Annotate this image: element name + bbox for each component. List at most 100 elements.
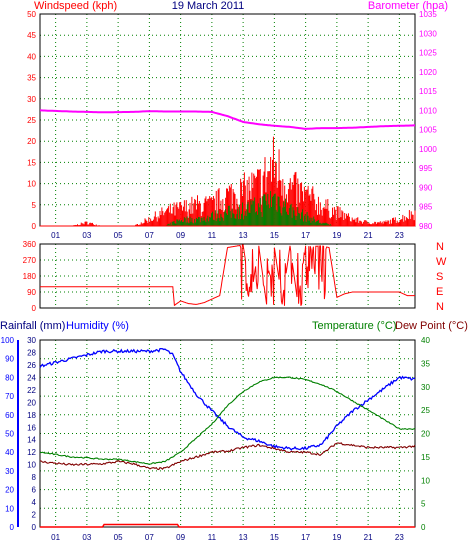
humidity-tick-label: 20 — [5, 486, 14, 495]
direction-tick-label: 360 — [23, 240, 37, 249]
barometer-tick-label: 1020 — [419, 68, 437, 77]
dewpoint-line — [39, 442, 416, 471]
humidity-tick-label: 100 — [1, 336, 15, 345]
rainfall-tick-label: 10 — [27, 461, 36, 470]
x-tick-label: 19 — [332, 533, 341, 542]
x-tick-label: 09 — [176, 533, 185, 542]
rainfall-tick-label: 26 — [27, 361, 36, 370]
rainfall-tick-label: 18 — [27, 411, 36, 420]
temperature-axis-label: Temperature (°C) — [312, 320, 396, 332]
x-tick-label: 05 — [114, 533, 123, 542]
windspeed-tick-label: 45 — [27, 31, 36, 40]
rainfall-tick-label: 8 — [32, 473, 37, 482]
x-tick-label: 23 — [395, 533, 404, 542]
x-tick-label: 03 — [82, 231, 91, 240]
x-tick-label: 11 — [208, 533, 217, 542]
rainfall-axis-label: Rainfall (mm) — [0, 320, 65, 332]
barometer-tick-label: 980 — [419, 222, 433, 231]
temperature-tick-label: 20 — [421, 430, 430, 439]
plot-frame — [39, 243, 416, 309]
windspeed-tick-label: 0 — [32, 222, 37, 231]
compass-label: N — [436, 301, 444, 313]
humidity-tick-label: 60 — [5, 411, 14, 420]
x-tick-label: 13 — [239, 533, 248, 542]
temperature-tick-label: 35 — [421, 359, 430, 368]
rainfall-tick-label: 2 — [32, 511, 37, 520]
windspeed-tick-label: 50 — [27, 10, 36, 19]
rainfall-tick-label: 30 — [27, 336, 36, 345]
humidity-tick-label: 0 — [10, 523, 15, 532]
x-tick-label: 21 — [364, 533, 373, 542]
barometer-tick-label: 990 — [419, 183, 433, 192]
temperature-tick-label: 15 — [421, 453, 430, 462]
compass-label: W — [436, 256, 447, 268]
barometer-tick-label: 1035 — [419, 10, 437, 19]
x-tick-label: 07 — [145, 533, 154, 542]
barometer-tick-label: 1005 — [419, 126, 437, 135]
temperature-tick-label: 0 — [421, 523, 426, 532]
x-tick-label: 19 — [332, 231, 341, 240]
barometer-line — [40, 109, 415, 130]
humidity-tick-label: 30 — [5, 467, 14, 476]
humidity-tick-label: 50 — [5, 430, 14, 439]
rainfall-tick-label: 28 — [27, 348, 36, 357]
barometer-axis-label: Barometer (hpa) — [368, 0, 448, 12]
windspeed-tick-label: 35 — [27, 74, 36, 83]
temperature-humidity-panel: 0102030405060708090100024681012141618202… — [1, 336, 431, 542]
x-tick-label: 01 — [51, 231, 60, 240]
barometer-tick-label: 1025 — [419, 49, 437, 58]
x-tick-label: 15 — [270, 231, 279, 240]
windspeed-tick-label: 30 — [27, 95, 36, 104]
compass-label: E — [436, 286, 443, 298]
x-tick-label: 17 — [301, 231, 310, 240]
rainfall-tick-label: 22 — [27, 386, 36, 395]
barometer-tick-label: 985 — [419, 203, 433, 212]
x-tick-label: 17 — [301, 533, 310, 542]
x-tick-label: 11 — [208, 231, 217, 240]
x-tick-label: 03 — [82, 533, 91, 542]
rainfall-line — [40, 523, 415, 528]
windspeed-tick-label: 5 — [32, 201, 37, 210]
compass-label: N — [436, 241, 444, 253]
rainfall-tick-label: 20 — [27, 398, 36, 407]
wind-barometer-panel: 0510152025303540455098098599099510001005… — [27, 10, 437, 240]
x-tick-label: 15 — [270, 533, 279, 542]
temperature-tick-label: 25 — [421, 406, 430, 415]
barometer-tick-label: 995 — [419, 164, 433, 173]
rainfall-tick-label: 0 — [32, 523, 37, 532]
x-tick-label: 21 — [364, 231, 373, 240]
windspeed-tick-label: 40 — [27, 52, 36, 61]
x-tick-label: 07 — [145, 231, 154, 240]
dewpoint-axis-label: Dew Point (°C) — [395, 320, 468, 332]
rainfall-tick-label: 14 — [27, 436, 36, 445]
temperature-line — [39, 376, 416, 465]
windspeed-tick-label: 15 — [27, 158, 36, 167]
humidity-axis-label: Humidity (%) — [66, 320, 129, 332]
direction-tick-label: 270 — [23, 256, 37, 265]
compass-label: S — [436, 271, 443, 283]
x-tick-label: 09 — [176, 231, 185, 240]
windspeed-tick-label: 25 — [27, 116, 36, 125]
humidity-line — [39, 347, 416, 451]
windspeed-axis-label: Windspeed (kph) — [34, 0, 117, 12]
temperature-tick-label: 30 — [421, 383, 430, 392]
temperature-tick-label: 10 — [421, 476, 430, 485]
barometer-tick-label: 1015 — [419, 87, 437, 96]
temperature-tick-label: 40 — [421, 336, 430, 345]
chart-date: 19 March 2011 — [172, 0, 245, 12]
humidity-tick-label: 90 — [5, 355, 14, 364]
barometer-tick-label: 1030 — [419, 29, 437, 38]
direction-tick-label: 0 — [32, 304, 37, 313]
humidity-tick-label: 80 — [5, 373, 14, 382]
humidity-tick-label: 70 — [5, 392, 14, 401]
x-tick-label: 23 — [395, 231, 404, 240]
windspeed-tick-label: 10 — [27, 180, 36, 189]
x-tick-label: 13 — [239, 231, 248, 240]
rainfall-tick-label: 4 — [32, 498, 37, 507]
direction-tick-label: 180 — [23, 272, 37, 281]
temperature-tick-label: 5 — [421, 500, 426, 509]
barometer-tick-label: 1010 — [419, 106, 437, 115]
rainfall-tick-label: 16 — [27, 423, 36, 432]
